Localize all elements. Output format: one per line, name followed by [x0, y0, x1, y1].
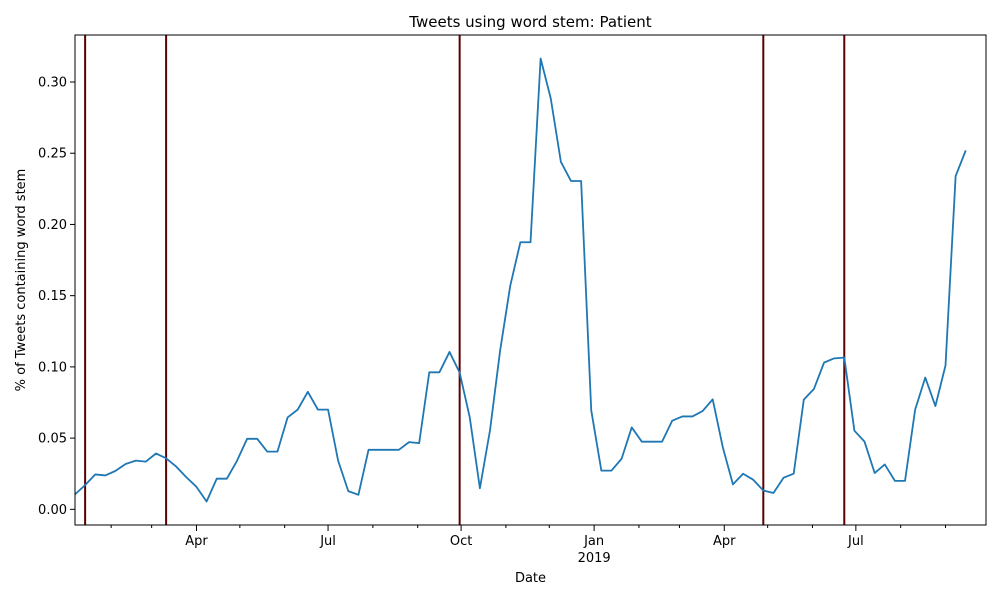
x-tick-label: Jul [319, 534, 336, 549]
series-group [74, 57, 967, 503]
chart-title: Tweets using word stem: Patient [408, 13, 651, 31]
x-axis-label: Date [515, 571, 546, 586]
plot-frame [74, 34, 987, 526]
event-lines [84, 35, 846, 525]
y-tick-label: 0.05 [38, 432, 67, 447]
y-tick-label: 0.20 [38, 218, 67, 233]
x-tick-label: Apr [713, 534, 736, 549]
y-axis-ticks: 0.00 0.05 0.10 0.15 0.20 0.25 0.30 [38, 76, 75, 518]
x-tick-label: Jan [583, 534, 604, 549]
x-tick-label: Jul [847, 534, 864, 549]
x-tick-label: Apr [185, 534, 208, 549]
y-tick-label: 0.15 [38, 289, 67, 304]
y-axis-label: % of Tweets containing word stem [14, 169, 29, 392]
series-line [74, 57, 967, 503]
y-tick-label: 0.00 [38, 503, 67, 518]
y-tick-label: 0.25 [38, 147, 67, 162]
x-axis-ticks: Apr Jul Oct Jan 2019 Apr Jul [110, 525, 947, 566]
x-tick-label: Oct [450, 534, 472, 549]
y-tick-label: 0.10 [38, 360, 67, 375]
x-tick-year-label: 2019 [578, 551, 611, 566]
y-tick-label: 0.30 [38, 76, 67, 91]
